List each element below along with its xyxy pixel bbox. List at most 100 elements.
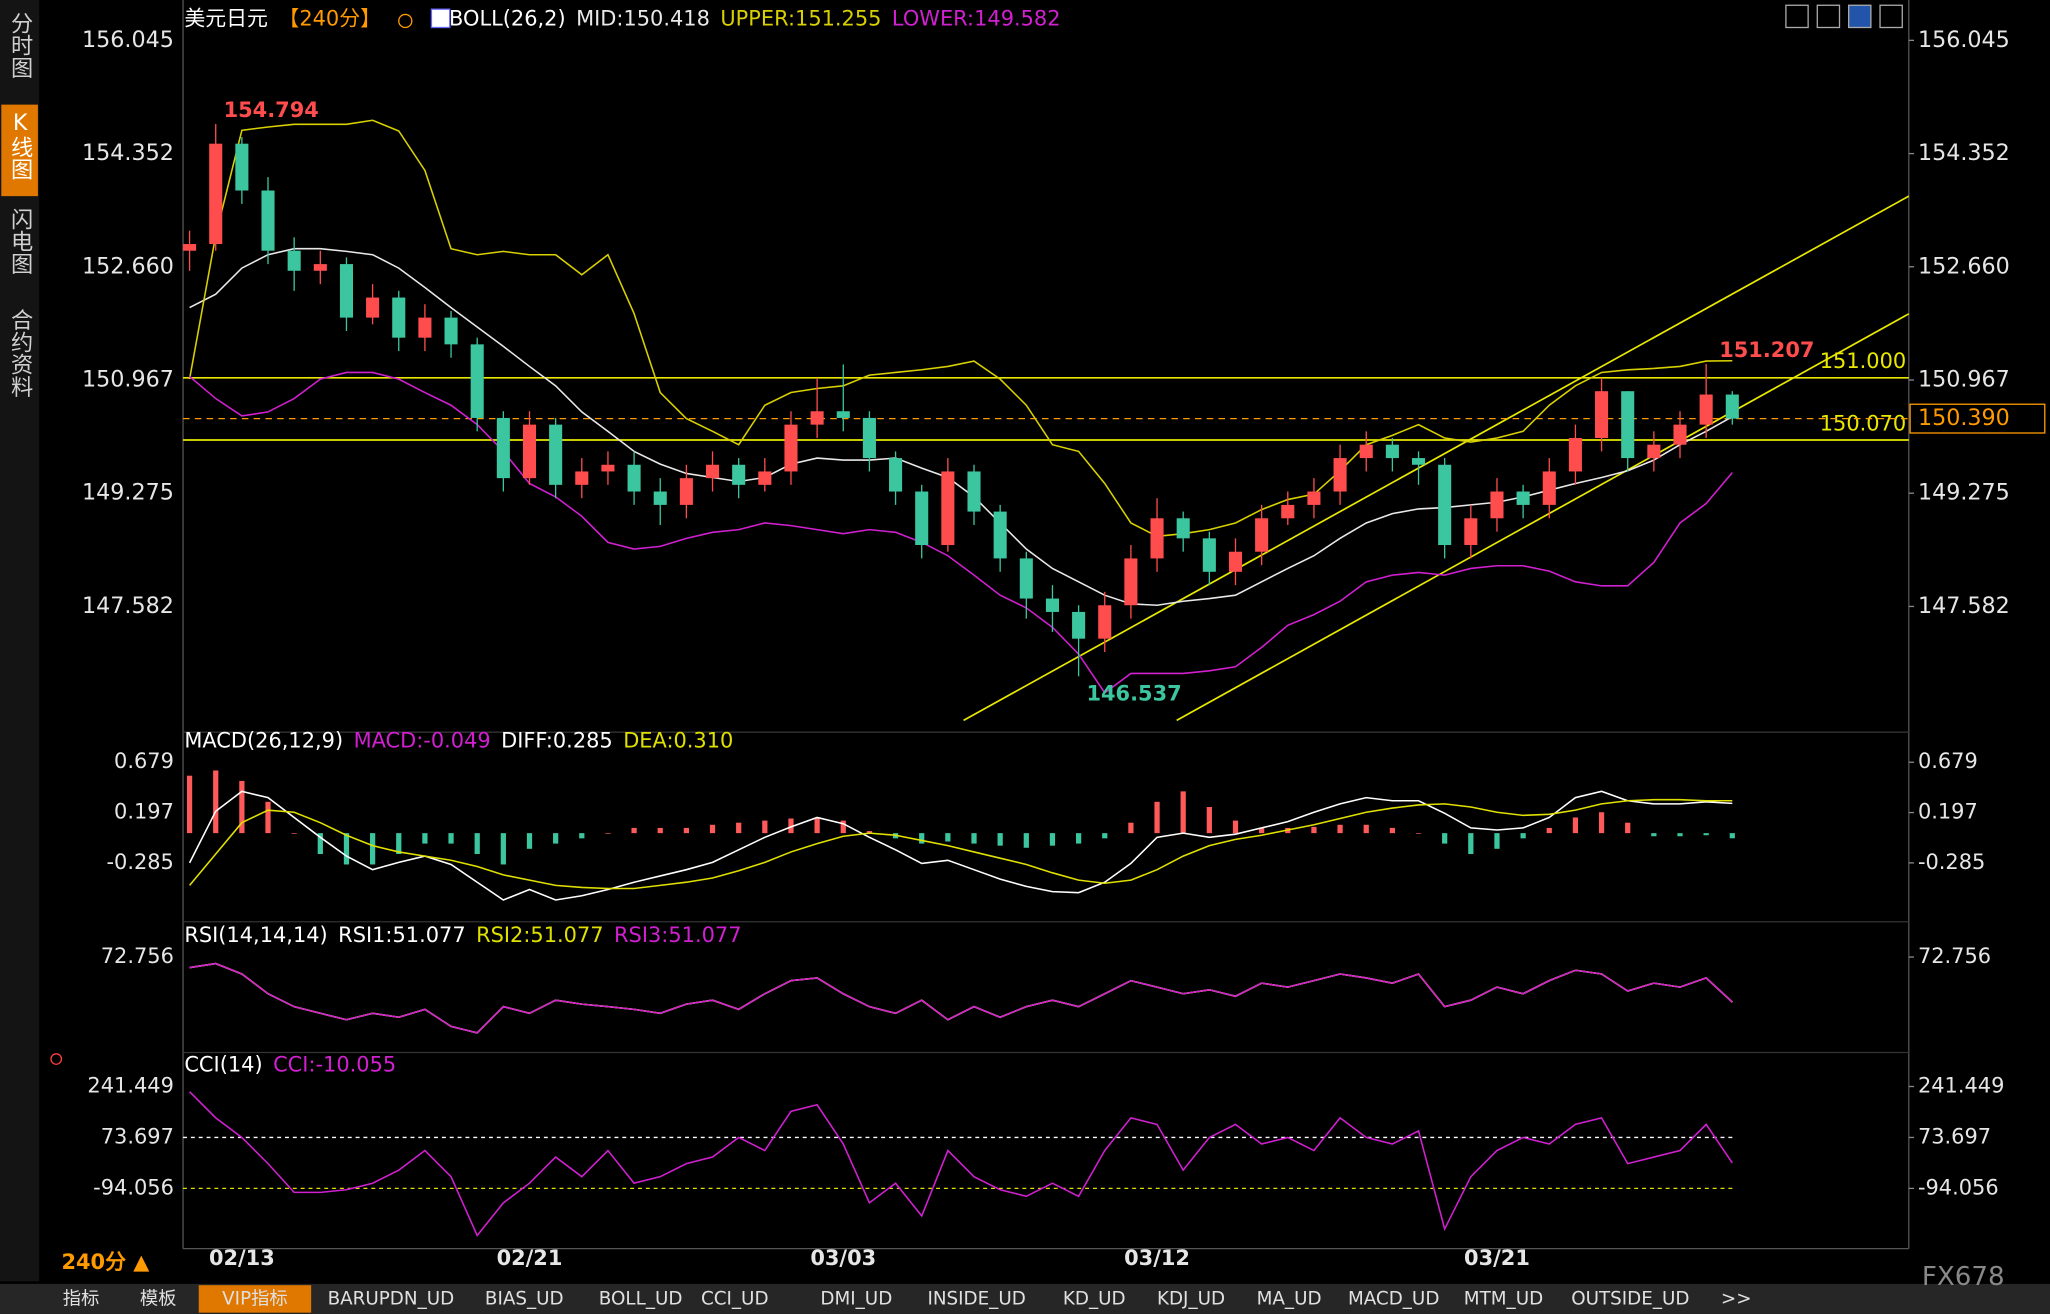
- bottom-tab[interactable]: INSIDE_UD: [927, 1289, 1025, 1310]
- y-tick-label: 73.697: [101, 1124, 174, 1148]
- indicator-line: [189, 371, 1733, 694]
- bottom-tab[interactable]: KDJ_UD: [1157, 1289, 1225, 1310]
- candle-body: [1621, 391, 1635, 459]
- macd-bar: [213, 770, 219, 834]
- candle-body: [915, 491, 929, 546]
- candle-body: [1228, 551, 1243, 572]
- candle-body: [1176, 518, 1190, 539]
- candle-body: [575, 471, 589, 485]
- macd-bar: [448, 833, 454, 844]
- candle-body: [1464, 518, 1478, 546]
- indicator-line: [188, 119, 1733, 538]
- candle-body: [1255, 518, 1269, 552]
- candle-body: [601, 464, 615, 472]
- y-tick-label: -0.285: [106, 850, 173, 874]
- bottom-tab[interactable]: MA_UD: [1257, 1289, 1322, 1310]
- macd-bar: [1389, 827, 1395, 834]
- marker-icon: [50, 1053, 63, 1065]
- macd-bar: [709, 824, 716, 834]
- bottom-tab[interactable]: DMI_UD: [820, 1289, 892, 1310]
- candle-body: [1045, 598, 1059, 612]
- sidebar: [0, 0, 40, 1282]
- y-tick-label: 241.449: [87, 1074, 173, 1098]
- candle-body: [496, 417, 510, 479]
- y-tick-label: 147.582: [82, 593, 174, 619]
- candle-body: [1124, 558, 1138, 606]
- y-tick-label: 72.756: [101, 944, 174, 968]
- candle-body: [1490, 491, 1504, 519]
- sidebar-tab[interactable]: 闪电图: [7, 207, 33, 274]
- y-tick-label-right: 156.045: [1918, 27, 2010, 53]
- macd-bar: [1442, 833, 1448, 844]
- period-selector[interactable]: 240分 ▲: [61, 1250, 150, 1274]
- settings-icon[interactable]: [398, 13, 413, 29]
- macd-bar: [866, 831, 873, 834]
- y-tick-label: 149.275: [82, 480, 174, 506]
- candle-body: [1725, 394, 1739, 419]
- macd-bar: [369, 833, 376, 865]
- macd-bar: [553, 833, 559, 844]
- toolbar-icons[interactable]: [1785, 4, 1903, 29]
- sidebar-tab[interactable]: K线图: [7, 110, 33, 181]
- legend-entry: LOWER:149.582: [892, 7, 1061, 31]
- indicator-icon: [430, 8, 451, 29]
- bottom-tab[interactable]: BARUPDN_UD: [328, 1289, 455, 1310]
- candle-body: [1438, 464, 1452, 546]
- x-tick-label: 03/21: [1464, 1246, 1530, 1270]
- y-tick-label-right: 147.582: [1918, 593, 2010, 619]
- macd-bar: [814, 817, 820, 834]
- y-tick-label-right: 241.449: [1918, 1074, 2004, 1098]
- macd-bar: [683, 827, 689, 834]
- macd-bar: [1337, 824, 1343, 834]
- y-tick-label-right: 154.352: [1918, 140, 2010, 166]
- sidebar-tab[interactable]: 合约资料: [7, 308, 33, 398]
- y-tick-label: 0.679: [114, 749, 174, 773]
- bottom-tab[interactable]: CCI_UD: [701, 1289, 769, 1310]
- x-tick-label: 02/21: [497, 1246, 563, 1270]
- period-label: 【240分】: [278, 7, 381, 31]
- macd-bar: [1154, 801, 1160, 834]
- macd-bar: [1023, 833, 1029, 848]
- bottom-tab[interactable]: VIP指标: [222, 1289, 288, 1310]
- bottom-tab[interactable]: >>: [1721, 1289, 1752, 1310]
- horizontal-line-label: 151.000: [1820, 349, 1906, 373]
- bottom-tab[interactable]: OUTSIDE_UD: [1571, 1289, 1689, 1310]
- bottom-tab[interactable]: MACD_UD: [1348, 1289, 1439, 1310]
- candle-body: [1098, 605, 1112, 639]
- macd-bar: [657, 827, 663, 834]
- macd-bar: [762, 820, 768, 834]
- macd-bar: [1677, 833, 1683, 837]
- bottom-tab[interactable]: BIAS_UD: [485, 1289, 564, 1310]
- candle-body: [1359, 444, 1373, 459]
- candle-body: [967, 471, 981, 512]
- chart-title: RSI(14,14,14): [184, 923, 327, 947]
- macd-bar: [1598, 812, 1605, 834]
- macd-bar: [239, 780, 245, 834]
- legend-entry: DEA:0.310: [623, 728, 733, 752]
- candle-body: [1647, 444, 1661, 459]
- bottom-tab[interactable]: 模板: [140, 1289, 177, 1310]
- macd-bar: [840, 820, 846, 834]
- bottom-tab[interactable]: KD_UD: [1063, 1289, 1126, 1310]
- macd-bar: [317, 833, 323, 855]
- bottom-tab[interactable]: MTM_UD: [1464, 1289, 1543, 1310]
- legend-entry: UPPER:151.255: [720, 7, 881, 31]
- bottom-tab[interactable]: 指标: [63, 1289, 100, 1310]
- x-tick-label: 02/13: [209, 1246, 275, 1270]
- y-tick-label-right: 73.697: [1918, 1124, 1991, 1148]
- macd-bar: [1128, 822, 1134, 834]
- macd-bar: [736, 822, 742, 834]
- sidebar-tab[interactable]: 分时图: [7, 11, 33, 78]
- candle-body: [993, 511, 1007, 559]
- indicator-line: [189, 1091, 1733, 1237]
- x-tick-label: 03/12: [1124, 1246, 1190, 1270]
- candle-body: [1673, 424, 1687, 445]
- bottom-tab[interactable]: BOLL_UD: [599, 1289, 683, 1310]
- chart-title: 美元日元: [184, 7, 268, 31]
- candle-body: [1568, 438, 1582, 472]
- candle-body: [261, 190, 275, 251]
- horizontal-line-label: 150.070: [1820, 411, 1906, 435]
- legend-entry: RSI2:51.077: [476, 923, 603, 947]
- macd-bar: [186, 775, 193, 834]
- candle-body: [1307, 491, 1321, 505]
